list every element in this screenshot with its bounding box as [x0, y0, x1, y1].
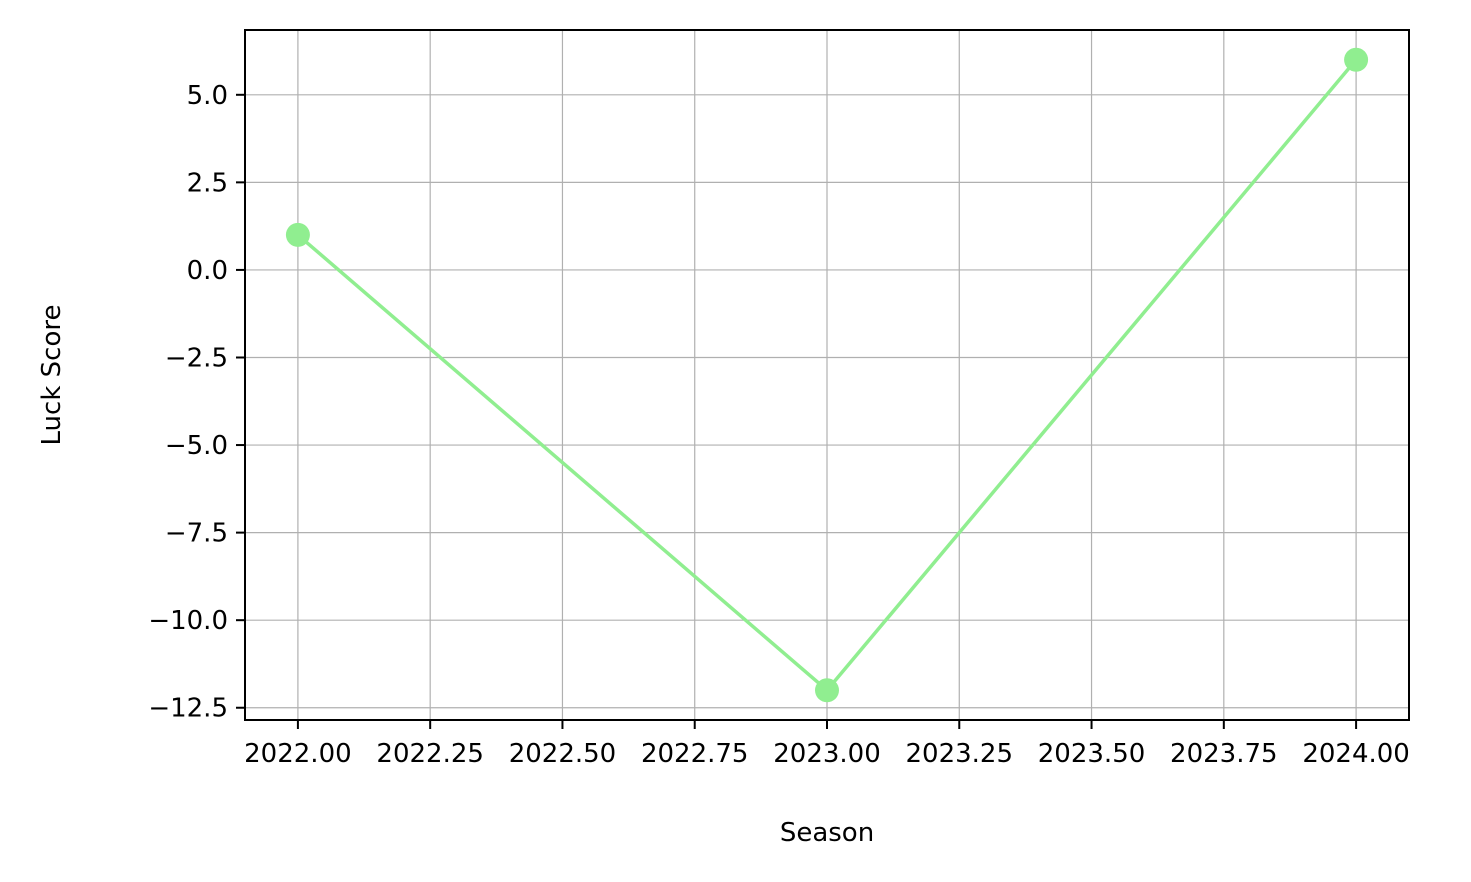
data-point	[285, 222, 310, 247]
y-tick-label: 5.0	[187, 81, 228, 111]
y-tick-label: 2.5	[187, 168, 228, 198]
y-tick-label: 0.0	[187, 256, 228, 286]
x-axis-label: Season	[780, 818, 874, 848]
y-tick-label: −7.5	[165, 519, 228, 549]
y-axis-label: Luck Score	[37, 305, 67, 446]
y-tick-label: −2.5	[165, 343, 228, 373]
x-tick-label: 2022.00	[244, 739, 352, 769]
x-tick-label: 2023.75	[1170, 739, 1278, 769]
y-tick-label: −10.0	[148, 606, 228, 636]
data-point	[1344, 47, 1369, 72]
x-tick-label: 2023.00	[773, 739, 881, 769]
y-tick-label: −5.0	[165, 431, 228, 461]
y-tick-label: −12.5	[148, 694, 228, 724]
x-tick-label: 2022.25	[376, 739, 484, 769]
x-tick-label: 2023.50	[1038, 739, 1146, 769]
ticks: 2022.00 2022.25 2022.50 2022.75 2023.00 2023.…	[148, 81, 1410, 769]
x-tick-label: 2023.25	[906, 739, 1014, 769]
series-layer	[285, 47, 1369, 703]
x-tick-label: 2024.00	[1302, 739, 1410, 769]
x-tick-label: 2022.50	[509, 739, 617, 769]
x-tick-label: 2022.75	[641, 739, 749, 769]
grid	[245, 30, 1409, 720]
data-point	[815, 678, 839, 703]
